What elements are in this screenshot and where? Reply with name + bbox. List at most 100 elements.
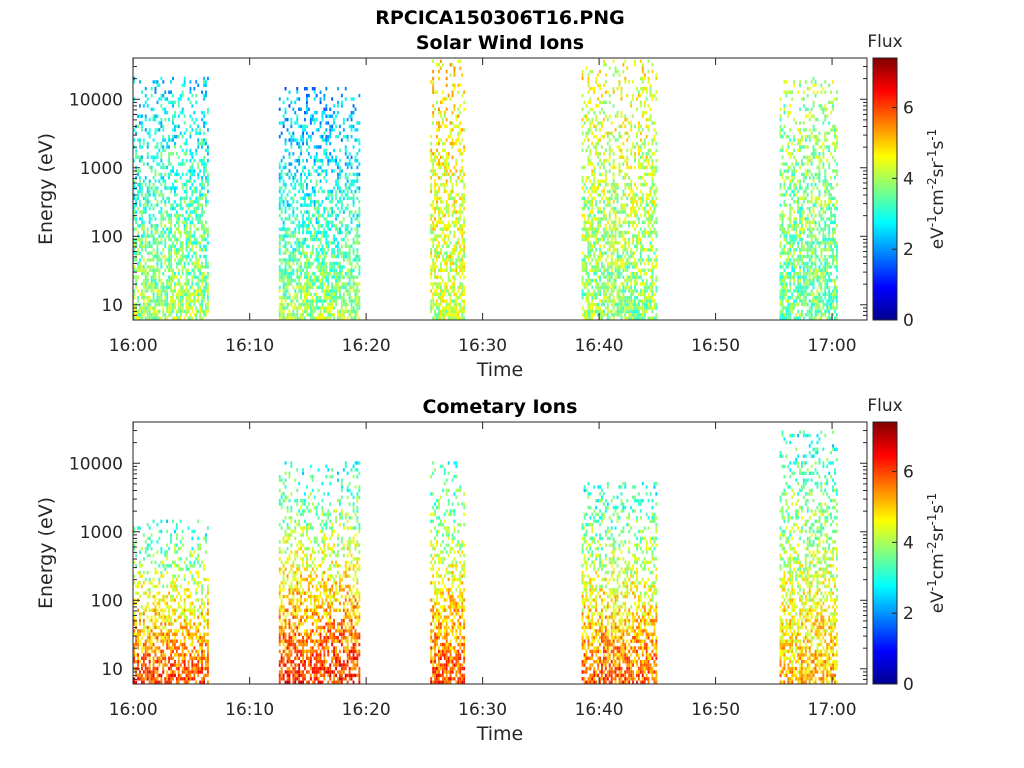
heatmap-cell (622, 176, 625, 180)
heatmap-cell (280, 176, 283, 180)
heatmap-cell (655, 230, 658, 235)
heatmap-cell (606, 282, 609, 286)
heatmap-cell (348, 244, 351, 248)
heatmap-cell (135, 227, 137, 231)
heatmap-cell (307, 292, 310, 296)
heatmap-cell (284, 248, 287, 252)
heatmap-cell (172, 206, 174, 211)
heatmap-cell (148, 234, 151, 238)
heatmap-cell (632, 261, 634, 266)
heatmap-cell (779, 244, 782, 248)
heatmap-cell (445, 309, 448, 314)
heatmap-cell (608, 248, 611, 252)
heatmap-cell (581, 93, 584, 98)
heatmap-cell (168, 302, 170, 307)
heatmap-cell (199, 241, 202, 245)
heatmap-cell (581, 131, 584, 135)
heatmap-cell (321, 244, 324, 248)
heatmap-cell (302, 309, 304, 314)
heatmap-cell (789, 206, 792, 211)
heatmap-cell (624, 313, 627, 317)
heatmap-cell (187, 206, 190, 211)
heatmap-cell (170, 282, 172, 286)
heatmap-cell (304, 210, 306, 214)
heatmap-cell (626, 196, 629, 201)
heatmap-cell (459, 196, 462, 201)
heatmap-cell (323, 265, 326, 269)
heatmap-cell (146, 309, 149, 314)
heatmap-cell (637, 234, 640, 238)
heatmap-cell (436, 244, 438, 248)
heatmap-cell (141, 265, 143, 269)
heatmap-cell (348, 289, 351, 293)
heatmap-cell (645, 309, 648, 314)
heatmap-cell (207, 265, 209, 269)
heatmap-cell (459, 66, 462, 70)
heatmap-cell (789, 128, 792, 132)
heatmap-cell (344, 254, 347, 259)
heatmap-cell (325, 138, 328, 142)
heatmap-cell (620, 313, 623, 317)
heatmap-cell (329, 313, 332, 317)
heatmap-cell (313, 292, 316, 296)
heatmap-cell (187, 230, 190, 235)
heatmap-cell (595, 203, 598, 207)
heatmap-cell (430, 275, 433, 279)
heatmap-cell (459, 148, 462, 153)
heatmap-cell (438, 176, 440, 180)
heatmap-cell (170, 265, 172, 269)
heatmap-cell (626, 299, 629, 303)
heatmap-cell (432, 230, 435, 235)
heatmap-cell (781, 296, 784, 300)
heatmap-cell (599, 244, 601, 248)
heatmap-cell (346, 176, 349, 180)
heatmap-cell (597, 241, 600, 245)
heatmap-cell (298, 97, 301, 101)
heatmap-cell (597, 97, 600, 101)
heatmap-cell (179, 302, 182, 307)
heatmap-cell (599, 83, 601, 87)
heatmap-cell (606, 299, 609, 303)
heatmap-cell (626, 148, 629, 153)
heatmap-cell (430, 169, 433, 173)
heatmap-cell (630, 302, 633, 307)
heatmap-cell (436, 285, 438, 290)
heatmap-cell (306, 224, 308, 228)
heatmap-cell (296, 258, 299, 262)
heatmap-cell (449, 141, 452, 146)
heatmap-cell (191, 155, 194, 159)
heatmap-cell (610, 183, 613, 187)
heatmap-cell (436, 162, 438, 166)
heatmap-cell (593, 272, 596, 276)
heatmap-cell (137, 224, 139, 228)
heatmap-cell (785, 316, 788, 320)
heatmap-cell (795, 248, 798, 252)
heatmap-cell (441, 237, 444, 242)
heatmap-cell (158, 97, 161, 101)
heatmap-cell (207, 306, 209, 310)
heatmap-cell (595, 292, 598, 296)
heatmap-cell (203, 155, 205, 159)
heatmap-cell (339, 200, 341, 204)
heatmap-cell (612, 224, 615, 228)
heatmap-cell (191, 299, 194, 303)
heatmap-cell (292, 135, 295, 139)
heatmap-cell (791, 227, 794, 231)
heatmap-cell (282, 200, 285, 204)
heatmap-cell (282, 244, 285, 248)
heatmap-cell (439, 111, 442, 115)
heatmap-cell (639, 200, 642, 204)
heatmap-cell (618, 306, 621, 310)
heatmap-cell (430, 189, 433, 194)
heatmap-cell (641, 114, 644, 118)
heatmap-cell (181, 258, 184, 262)
heatmap-cell (337, 261, 339, 266)
heatmap-cell (447, 155, 450, 159)
heatmap-cell (152, 289, 155, 293)
heatmap-cell (146, 155, 149, 159)
heatmap-cell (300, 210, 302, 214)
heatmap-cell (195, 213, 198, 218)
heatmap-cell (793, 165, 796, 170)
heatmap-cell (785, 169, 788, 173)
heatmap-cell (634, 282, 636, 286)
